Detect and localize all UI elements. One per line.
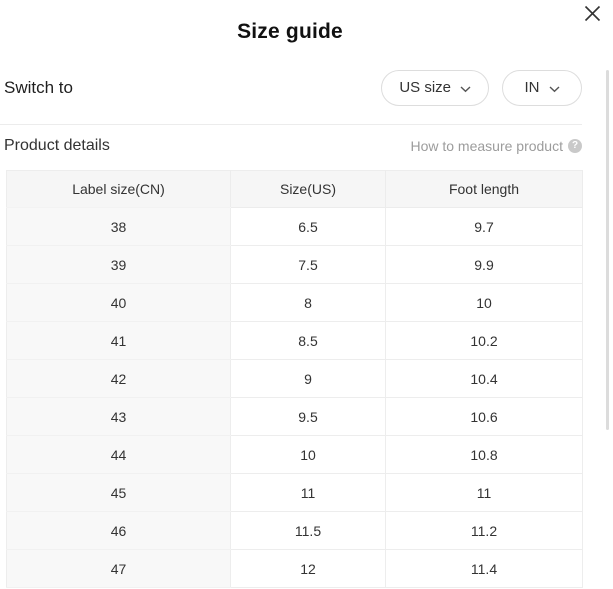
size-us-cell: 11.5 (230, 511, 386, 550)
column-header: Size(US) (230, 170, 386, 208)
foot-length-cell: 10.4 (385, 359, 583, 398)
foot-length-cell: 11 (385, 473, 583, 512)
label-size-cell: 45 (6, 473, 231, 512)
size-us-cell: 8 (230, 283, 386, 322)
scrollbar-thumb[interactable] (606, 70, 609, 430)
foot-length-cell: 11.2 (385, 511, 583, 550)
how-to-measure-link[interactable]: How to measure product ? (410, 138, 582, 154)
size-us-cell: 12 (230, 549, 386, 588)
unit-dropdown[interactable]: IN (502, 69, 582, 106)
table-body: 38 6.5 9.7 39 7.5 9.9 40 8 10 41 8.5 10.2 42 9 10.4 43 9… (6, 207, 583, 588)
table-row: 38 6.5 9.7 (6, 207, 583, 246)
size-us-cell: 10 (230, 435, 386, 474)
label-size-cell: 42 (6, 359, 231, 398)
table-row: 41 8.5 10.2 (6, 321, 583, 360)
switch-to-label: Switch to (4, 77, 73, 97)
foot-length-cell: 9.9 (385, 245, 583, 284)
close-button[interactable] (580, 1, 604, 25)
label-size-cell: 46 (6, 511, 231, 550)
how-to-measure-label: How to measure product (410, 138, 563, 154)
header-row: Label size(CN) Size(US) Foot length (6, 170, 583, 208)
label-size-cell: 41 (6, 321, 231, 360)
size-standard-value: US size (399, 79, 451, 96)
close-icon (584, 5, 601, 22)
label-size-cell: 47 (6, 549, 231, 588)
dropdown-group: US size IN (381, 69, 582, 106)
label-size-cell: 39 (6, 245, 231, 284)
size-table: Label size(CN) Size(US) Foot length 38 6.5 9… (6, 170, 583, 588)
unit-value: IN (524, 79, 540, 96)
table-row: 44 10 10.8 (6, 435, 583, 474)
foot-length-cell: 11.4 (385, 549, 583, 588)
size-us-cell: 8.5 (230, 321, 386, 360)
table-row: 46 11.5 11.2 (6, 511, 583, 550)
foot-length-cell: 10.2 (385, 321, 583, 360)
product-details-row: Product details How to measure product ? (4, 135, 582, 157)
question-mark-icon: ? (568, 139, 582, 153)
label-size-cell: 44 (6, 435, 231, 474)
table-row: 45 11 11 (6, 473, 583, 512)
size-us-cell: 9.5 (230, 397, 386, 436)
label-size-cell: 40 (6, 283, 231, 322)
foot-length-cell: 10.8 (385, 435, 583, 474)
size-us-cell: 6.5 (230, 207, 386, 246)
section-divider (0, 124, 582, 125)
table-header: Label size(CN) Size(US) Foot length (6, 170, 583, 208)
switch-row: Switch to US size IN (4, 69, 582, 106)
foot-length-cell: 9.7 (385, 207, 583, 246)
chevron-down-icon (460, 80, 471, 97)
product-details-heading: Product details (4, 137, 110, 154)
column-header: Label size(CN) (6, 170, 231, 208)
table-row: 39 7.5 9.9 (6, 245, 583, 284)
label-size-cell: 38 (6, 207, 231, 246)
chevron-down-icon (549, 80, 560, 97)
table-row: 47 12 11.4 (6, 549, 583, 588)
page-title: Size guide (237, 20, 343, 43)
foot-length-cell: 10.6 (385, 397, 583, 436)
foot-length-cell: 10 (385, 283, 583, 322)
label-size-cell: 43 (6, 397, 231, 436)
table-row: 43 9.5 10.6 (6, 397, 583, 436)
table-row: 42 9 10.4 (6, 359, 583, 398)
column-header: Foot length (385, 170, 583, 208)
table-row: 40 8 10 (6, 283, 583, 322)
size-us-cell: 11 (230, 473, 386, 512)
size-standard-dropdown[interactable]: US size (381, 69, 489, 106)
size-us-cell: 9 (230, 359, 386, 398)
size-us-cell: 7.5 (230, 245, 386, 284)
